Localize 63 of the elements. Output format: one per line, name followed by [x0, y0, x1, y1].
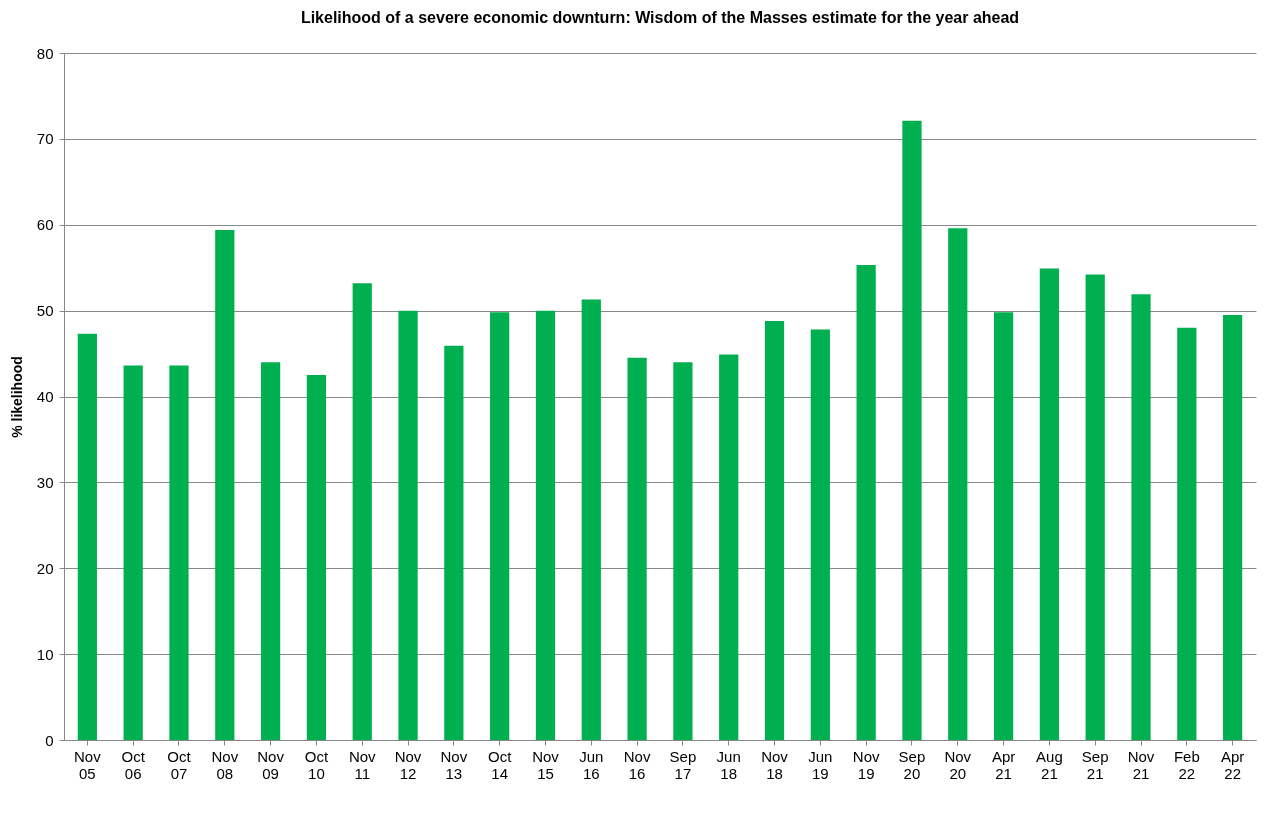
y-tick-label: 30 [36, 473, 54, 491]
bar [1177, 327, 1197, 740]
x-tick-label: Oct 07 [167, 747, 192, 782]
x-tick-label: Apr 22 [1220, 747, 1245, 782]
x-tick-label: Aug 21 [1036, 747, 1063, 782]
y-tick-label: 80 [36, 44, 54, 62]
x-tick-label: Nov 12 [394, 747, 422, 782]
bar [77, 333, 97, 740]
bar [169, 365, 189, 740]
y-tick-label: 50 [36, 302, 54, 320]
bar [1223, 314, 1243, 740]
chart-title: Likelihood of a severe economic downturn: Wisdom of the Masses estimate for the year ahead [300, 9, 1020, 26]
y-tick-label: 20 [36, 559, 54, 577]
bar [810, 329, 830, 740]
bar [1039, 268, 1060, 740]
bar [352, 283, 372, 740]
x-tick-label: Jun 19 [808, 747, 833, 782]
y-tick-label: 40 [36, 388, 54, 405]
bar [490, 312, 510, 740]
bar [260, 362, 281, 740]
x-tick-label: Oct 10 [304, 747, 329, 782]
x-tick-label: Nov 11 [348, 747, 377, 782]
bar [398, 310, 418, 740]
x-tick-label: Nov 16 [623, 747, 651, 782]
bar [764, 320, 785, 740]
x-tick-label: Nov 15 [532, 747, 560, 782]
bar [444, 345, 464, 740]
bar [856, 265, 876, 740]
x-tick-label: Jun 16 [579, 747, 604, 782]
x-tick-label: Nov 20 [944, 747, 972, 782]
bar [993, 312, 1014, 740]
x-tick-label: Oct 14 [487, 747, 513, 782]
bar [1085, 274, 1105, 740]
y-tick-label: 70 [36, 130, 54, 148]
x-tick-label: Sep 17 [669, 747, 697, 782]
x-tick-label: Oct 06 [121, 747, 146, 782]
bar [581, 299, 601, 740]
y-tick-label: 60 [36, 216, 54, 234]
bar [902, 120, 922, 740]
y-tick-label: 10 [36, 645, 54, 663]
x-tick-label: Nov 13 [440, 747, 468, 782]
x-tick-label: Jun 18 [716, 747, 741, 782]
bar [215, 229, 235, 740]
x-tick-label: Nov 19 [852, 747, 880, 782]
bar [306, 375, 327, 740]
x-tick-label: Nov 09 [257, 747, 285, 782]
bar [719, 354, 739, 740]
x-tick-label: Apr 21 [991, 747, 1016, 782]
x-tick-label: Nov 08 [211, 747, 239, 782]
x-tick-label: Feb 22 [1173, 747, 1200, 782]
y-tick-label: 0 [45, 731, 54, 749]
bar [948, 228, 968, 740]
y-axis-title: % likelihood [8, 356, 25, 438]
bar [1131, 294, 1151, 740]
bar [627, 357, 647, 740]
x-tick-label: Nov 18 [761, 747, 789, 782]
x-tick-label: Nov 21 [1127, 747, 1155, 782]
x-tick-label: Sep 20 [898, 747, 926, 782]
bar [123, 365, 143, 740]
bar [535, 310, 556, 740]
x-tick-label: Nov 05 [74, 747, 102, 782]
bar [673, 362, 693, 740]
x-tick-label: Sep 21 [1081, 747, 1109, 782]
